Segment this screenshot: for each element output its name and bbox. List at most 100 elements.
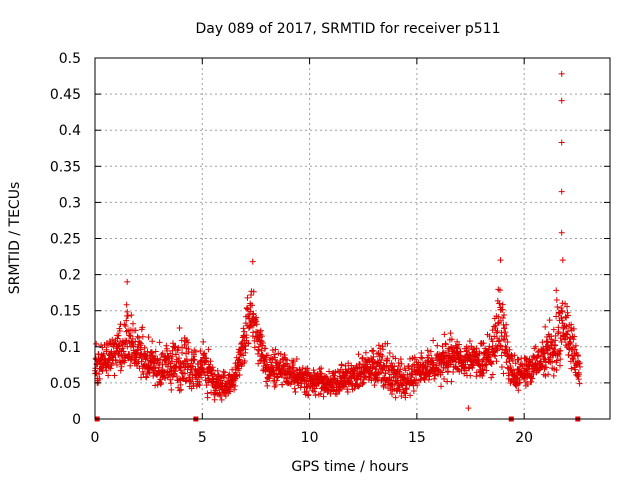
data-point — [552, 342, 559, 349]
y-tick-label: 0.5 — [59, 51, 81, 67]
data-point — [405, 365, 412, 372]
data-point — [558, 305, 565, 312]
data-point — [450, 368, 457, 375]
data-point — [414, 382, 421, 389]
data-point — [132, 327, 139, 334]
data-point — [162, 356, 169, 363]
data-point — [241, 358, 248, 365]
data-point — [208, 370, 215, 377]
data-point — [398, 360, 405, 367]
data-point — [366, 374, 373, 381]
data-point — [499, 301, 506, 308]
data-point — [506, 346, 513, 353]
data-point — [249, 258, 256, 265]
data-point — [567, 340, 574, 347]
data-point — [129, 320, 136, 327]
data-point — [568, 365, 575, 372]
data-point — [115, 332, 122, 339]
data-point — [172, 368, 179, 375]
data-point — [290, 358, 297, 365]
data-point — [576, 380, 583, 387]
data-point — [544, 338, 551, 345]
data-point — [355, 351, 362, 358]
data-point — [107, 365, 114, 372]
data-point — [370, 353, 377, 360]
data-point — [235, 357, 242, 364]
data-point — [105, 356, 112, 363]
data-point — [178, 386, 185, 393]
data-point — [93, 340, 100, 347]
data-point — [105, 372, 112, 379]
data-point — [250, 310, 257, 317]
data-point — [373, 366, 380, 373]
data-point — [227, 388, 234, 395]
data-point — [121, 357, 128, 364]
data-point — [344, 389, 351, 396]
data-point — [303, 388, 310, 395]
data-point — [482, 345, 489, 352]
data-point — [553, 287, 560, 294]
data-point — [486, 343, 493, 350]
data-point — [512, 360, 519, 367]
data-point — [145, 334, 152, 341]
data-point — [502, 329, 509, 336]
data-point — [534, 353, 541, 360]
data-point — [159, 350, 166, 357]
data-point — [554, 303, 561, 310]
data-point — [185, 339, 192, 346]
x-tick-label: 15 — [408, 430, 426, 446]
data-point — [368, 369, 375, 376]
data-point — [123, 301, 130, 308]
data-point — [117, 367, 124, 374]
data-point — [284, 357, 291, 364]
data-point — [136, 339, 143, 346]
data-point — [298, 380, 305, 387]
data-point — [116, 342, 123, 349]
data-point — [205, 346, 212, 353]
data-point — [370, 347, 377, 354]
data-point — [169, 373, 176, 380]
data-point — [489, 338, 496, 345]
data-point — [218, 396, 225, 403]
data-point — [442, 341, 449, 348]
data-point — [504, 339, 511, 346]
data-point — [521, 375, 528, 382]
data-point — [156, 364, 163, 371]
data-point — [457, 348, 464, 355]
data-point — [119, 345, 126, 352]
data-point — [109, 336, 116, 343]
data-point — [268, 359, 275, 366]
data-point — [168, 386, 175, 393]
data-point — [557, 347, 564, 354]
data-point — [269, 347, 276, 354]
data-point — [571, 333, 578, 340]
data-point — [388, 360, 395, 367]
data-point — [238, 363, 245, 370]
data-point — [498, 352, 505, 359]
data-point — [392, 355, 399, 362]
data-point — [434, 342, 441, 349]
data-point — [175, 355, 182, 362]
data-point — [359, 355, 366, 362]
data-point — [139, 324, 146, 331]
data-point — [462, 361, 469, 368]
data-point — [293, 355, 300, 362]
data-point — [371, 382, 378, 389]
data-point — [403, 386, 410, 393]
data-point — [121, 321, 128, 328]
data-point — [231, 377, 238, 384]
data-point — [555, 328, 562, 335]
y-axis-label: SRMTID / TECUs — [7, 182, 23, 295]
data-point — [196, 382, 203, 389]
data-point — [384, 355, 391, 362]
data-point — [162, 375, 169, 382]
data-point — [271, 351, 278, 358]
data-point — [485, 346, 492, 353]
data-point — [489, 371, 496, 378]
data-point — [177, 367, 184, 374]
data-point — [507, 363, 514, 370]
data-point — [419, 355, 426, 362]
y-tick-label: 0.15 — [50, 304, 81, 320]
data-point — [407, 392, 414, 399]
data-point — [576, 360, 583, 367]
